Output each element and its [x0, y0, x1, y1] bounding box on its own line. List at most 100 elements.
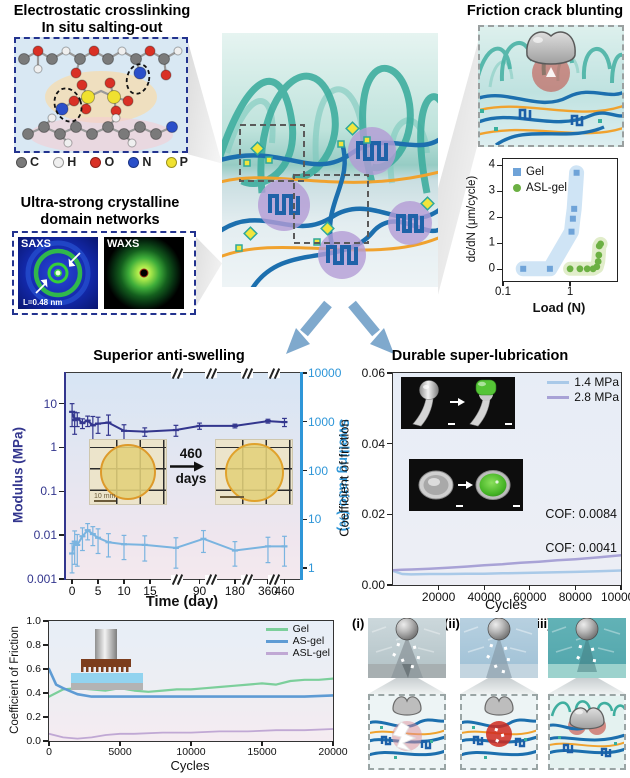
- cof-annotation-high: COF: 0.0084: [545, 507, 617, 521]
- crack-growth-chart-panel: dc/dN (μm/cycle) Gel ASL-gel 0.1 1 0 1 2 3 4 L…: [458, 152, 630, 324]
- carbon-dot-icon: [16, 156, 27, 168]
- down-arrows: [286, 300, 394, 354]
- tick-label: 1: [488, 236, 495, 249]
- electrostatic-title: Electrostatic crosslinking In situ salti…: [6, 3, 198, 37]
- atom-legend-item-o: O: [90, 155, 114, 169]
- tick-mark: [43, 668, 48, 670]
- friction-chart-panel: Coefficient of Friction Gel AS-gel ASL-g…: [6, 612, 348, 778]
- network-blunt-as-gel: [457, 694, 541, 770]
- tick-mark: [483, 585, 485, 590]
- duration-arrow-icon: [170, 461, 204, 472]
- anti-swelling-xlabel: Time (day): [145, 594, 219, 610]
- friction-legend: Gel AS-gel ASL-gel: [265, 623, 330, 659]
- tick-label: 3: [488, 184, 495, 197]
- crack-growth-chart: [515, 165, 608, 277]
- polymer-network-illustration: [222, 33, 438, 287]
- line-swatch-gel: [265, 627, 288, 631]
- cof-annotation-low: COF: 0.0041: [545, 541, 617, 555]
- tick-mark: [59, 534, 64, 536]
- tick-label: 100000: [600, 590, 630, 604]
- magnify-funnel-ii: [460, 678, 538, 694]
- lubrication-title: Durable super-lubrication: [391, 348, 569, 364]
- crack-blunting-svg: [480, 31, 622, 145]
- tick-label: 15000: [247, 746, 277, 758]
- magnify-funnel-i: [368, 678, 446, 694]
- gel-marker-icon: [513, 168, 521, 176]
- mechanism-label-i: (i): [352, 616, 365, 631]
- legend-item-gel: Gel: [513, 165, 567, 179]
- lubrication-panel: Durable super-lubrication Coefficient of…: [330, 348, 630, 614]
- tick-mark: [190, 741, 192, 746]
- molecular-structure-box: [14, 37, 188, 153]
- tick-label: 0.001: [26, 572, 57, 586]
- tick-label: 10: [308, 512, 322, 527]
- legend-item-asl-gel: ASL-gel: [513, 181, 567, 195]
- tick-label: 0.0: [26, 734, 41, 747]
- line-swatch-as-gel: [265, 639, 288, 643]
- tick-mark: [123, 579, 125, 584]
- legend-item-gel: Gel: [265, 623, 330, 635]
- scale-bar: 10 mm: [94, 493, 116, 502]
- implant-before-photo: [401, 377, 458, 429]
- tick-mark: [574, 585, 577, 590]
- tick-label: 1: [50, 440, 57, 455]
- tick-label: 80000: [558, 590, 593, 604]
- tick-mark: [437, 585, 440, 590]
- legend-item-14mpa: 1.4 MPa: [547, 375, 619, 389]
- duration-value: 460: [179, 446, 203, 461]
- tick-label: 1000: [308, 414, 335, 429]
- tick-label: 4: [488, 158, 495, 171]
- network-crack-gel: [365, 694, 449, 770]
- tick-label: 0.02: [361, 507, 385, 522]
- tick-mark: [283, 579, 286, 584]
- tick-mark: [620, 585, 622, 590]
- tick-label: 20000: [318, 746, 348, 758]
- tick-label: 0.4: [26, 686, 41, 699]
- gel-photo-day0: 10 mm: [89, 439, 167, 505]
- lubrication-plot: 1.4 MPa 2.8 MPa: [362, 367, 630, 603]
- legend-item-as-gel: AS-gel: [265, 635, 330, 647]
- tick-mark: [387, 442, 392, 445]
- tick-mark: [48, 741, 50, 746]
- atom-legend-item-n: N: [128, 155, 151, 169]
- tick-mark: [529, 585, 531, 590]
- electrostatic-title-line1: Electrostatic crosslinking: [13, 3, 191, 19]
- lubrication-xlabel: Cycles: [484, 596, 527, 612]
- friction-plot: Gel AS-gel ASL-gel 0 5000 10000 15000 20: [26, 616, 347, 757]
- mechanism-label-ii: (ii): [444, 616, 460, 631]
- lubrication-ylabel: Coefficient of friction: [336, 419, 352, 537]
- polymer-network-svg: [222, 64, 438, 287]
- tick-label: 2: [488, 210, 495, 223]
- tick-mark: [387, 372, 392, 374]
- tick-mark: [59, 402, 64, 405]
- tick-label: 60000: [513, 590, 547, 604]
- tick-mark: [43, 716, 48, 718]
- substrate: [71, 683, 143, 690]
- tick-mark: [497, 268, 502, 270]
- friction-ylabel: Coefficient of Friction: [9, 626, 21, 734]
- molecular-structure-illustration: [18, 45, 183, 153]
- tick-mark: [119, 741, 121, 746]
- atom-legend-item-c: C: [16, 155, 39, 169]
- axis-break-top-1: [171, 368, 183, 378]
- oxygen-dot-icon: [90, 156, 102, 168]
- tick-mark: [59, 578, 64, 580]
- crack-chart-ylabel: dc/dN (μm/cycle): [466, 175, 478, 263]
- tick-mark: [569, 281, 571, 286]
- tick-mark: [198, 579, 201, 584]
- saxs-label: SAXS: [21, 238, 51, 250]
- cup-after-photo: [466, 459, 523, 511]
- lubrication-legend: 1.4 MPa 2.8 MPa: [547, 375, 619, 404]
- crack-blunting-title: Friction crack blunting: [466, 3, 624, 19]
- connector-wedge-left-bottom: [192, 233, 222, 313]
- network-blunt-as-gel-svg: [457, 696, 541, 768]
- modulus-axis-label: Modulus (MPa): [10, 427, 26, 523]
- tick-label: 0.04: [361, 436, 385, 451]
- tick-label: 0: [68, 584, 76, 598]
- tick-label: 1.0: [26, 614, 41, 627]
- scale-bar-line: [94, 500, 116, 502]
- indenter-teeth: [81, 667, 131, 672]
- asl-gel-marker-icon: [513, 184, 521, 192]
- tick-label: 360: [257, 584, 278, 598]
- tick-label: 0.1: [40, 484, 57, 499]
